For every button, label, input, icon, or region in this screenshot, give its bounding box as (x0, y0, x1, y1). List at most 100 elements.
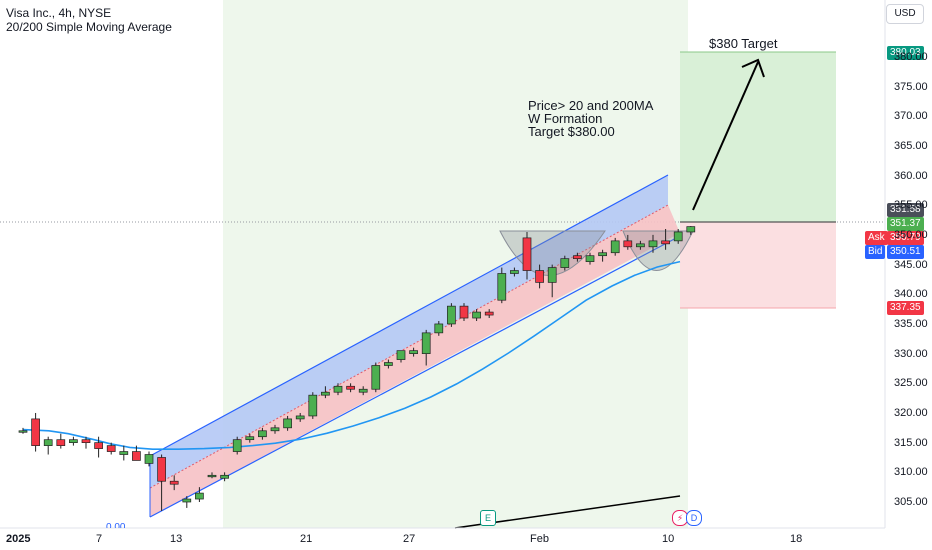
moving-average-line (22, 260, 681, 451)
candle-body (573, 255, 582, 260)
candle (81, 436, 91, 449)
fib-level-partial: 0.00 (106, 522, 126, 528)
candle (409, 347, 418, 357)
candle-body (497, 273, 507, 301)
candle-body (295, 415, 305, 420)
candle-body (258, 430, 267, 438)
candle (484, 309, 494, 319)
candle (346, 383, 355, 393)
candle (358, 386, 368, 396)
candle (421, 329, 431, 366)
candle (119, 445, 129, 461)
candle-body (31, 418, 40, 446)
candle (31, 412, 40, 452)
candle (321, 386, 330, 399)
candle-body (182, 498, 192, 503)
candle-body (333, 385, 343, 393)
bid-label: Bid (865, 245, 886, 259)
price-tick-label: 345.00 (894, 258, 928, 271)
time-tick-label: 18 (790, 533, 803, 545)
candle (447, 303, 456, 327)
candle-body (358, 388, 368, 393)
candle-body (661, 240, 670, 245)
candle (207, 472, 217, 479)
candle (18, 427, 28, 434)
chart-title: Visa Inc., 4h, NYSE (6, 6, 112, 20)
price-tick-label: 360.00 (894, 169, 928, 182)
candle-body (195, 492, 204, 500)
candle (308, 392, 318, 419)
candle (69, 436, 78, 446)
candle (106, 442, 116, 455)
candle-body (447, 305, 456, 325)
candle-body (560, 258, 570, 268)
candle (295, 412, 305, 422)
candle (585, 252, 595, 265)
candle-body (18, 430, 28, 433)
candle (648, 234, 658, 253)
candle (598, 249, 607, 262)
candle (94, 436, 103, 458)
candle-body (270, 427, 280, 432)
earnings-badge[interactable]: E (480, 510, 496, 526)
stop-price-tag: 337.35 (887, 301, 924, 315)
target-arrow (692, 61, 759, 211)
channel-upper-half (150, 175, 668, 488)
price-tick-label: 365.00 (894, 139, 928, 152)
candle-body (510, 270, 519, 274)
price-tick-label: 305.00 (894, 496, 928, 508)
candle-body (623, 240, 633, 248)
note-line-2: W Formation (528, 111, 603, 126)
axis-layer (0, 0, 886, 529)
candle (673, 228, 683, 244)
price-tick-label: 370.00 (894, 110, 928, 123)
stop-zone (680, 222, 836, 308)
candle (169, 475, 179, 491)
time-tick-label: 27 (403, 533, 416, 545)
candle (371, 362, 381, 393)
price-tick-label: 380.00 (894, 50, 928, 63)
candle-body (585, 255, 595, 262)
currency-button[interactable]: USD (886, 4, 924, 24)
note-line-1: Price> 20 and 200MA (528, 98, 654, 113)
candle (195, 487, 204, 502)
time-tick-label: 10 (662, 533, 675, 545)
candle-body (220, 474, 229, 479)
candle-body (384, 362, 393, 366)
chart-background-layer (0, 0, 885, 528)
candle-body (232, 439, 242, 452)
dividend-badge[interactable]: D (686, 510, 702, 526)
price-tick-label: 315.00 (894, 436, 928, 449)
candle (56, 433, 66, 449)
bid-price-tag: 350.51 (887, 245, 924, 259)
candle-body (119, 451, 129, 455)
time-tick-label: 21 (300, 533, 313, 545)
chart-legend: Visa Inc., 4h, NYSE 20/200 Simple Moving… (6, 6, 172, 34)
candle-body (308, 394, 318, 417)
candle-body (69, 439, 78, 443)
candle (610, 237, 620, 256)
candle (686, 226, 696, 235)
candle-body (673, 231, 683, 242)
candle (245, 433, 255, 443)
price-tick-label: 310.00 (894, 466, 928, 479)
price-tick-label: 375.00 (894, 80, 928, 93)
candle (270, 424, 280, 434)
candle (283, 415, 292, 431)
current-price-tag: 351.37 (887, 217, 924, 231)
candles-layer (18, 226, 696, 511)
price-tick-label: 330.00 (894, 347, 928, 360)
candle (220, 472, 229, 482)
candle-body (157, 457, 166, 482)
target-price-tag: 380.03 (887, 46, 924, 60)
candle (434, 320, 444, 336)
time-tick-label: 2025 (6, 533, 31, 545)
time-tick-label: Feb (530, 533, 549, 545)
target-arrow-head (741, 58, 765, 78)
candle (258, 427, 267, 440)
candle (333, 383, 343, 396)
candle (384, 359, 393, 369)
candle-body (434, 323, 444, 334)
time-tick-label: 13 (170, 533, 183, 545)
